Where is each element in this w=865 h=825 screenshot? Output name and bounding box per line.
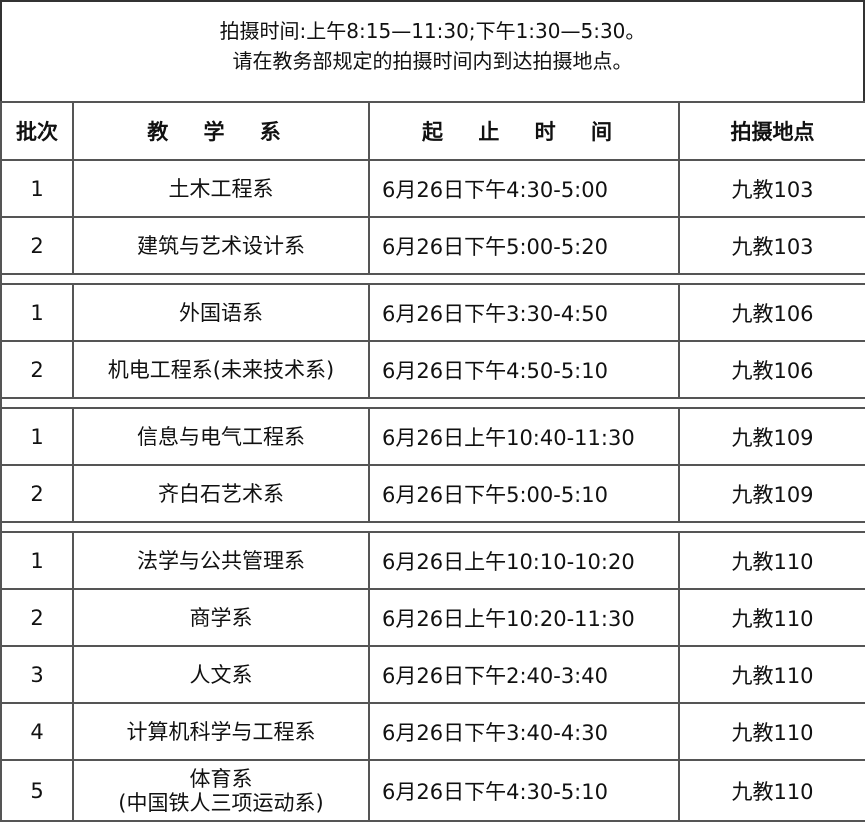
place-cell: 九教103 [678,159,865,218]
time-cell: 6月26日下午5:00-5:10 [368,464,680,523]
batch-cell: 1 [0,531,74,590]
time-cell: 6月26日下午4:30-5:00 [368,159,680,218]
department-cell: 商学系 [72,588,370,647]
place-cell: 九教110 [678,588,865,647]
table-row: 1 外国语系 6月26日下午3:30-4:50 九教106 [0,283,865,342]
time-cell: 6月26日下午3:30-4:50 [368,283,680,342]
table-row: 4 计算机科学与工程系 6月26日下午3:40-4:30 九教110 [0,702,865,761]
batch-cell: 2 [0,588,74,647]
department-cell: 计算机科学与工程系 [72,702,370,761]
header-place: 拍摄地点 [678,101,865,161]
batch-cell: 2 [0,216,74,275]
place-cell: 九教106 [678,283,865,342]
batch-cell: 5 [0,759,74,822]
separator-cell [0,397,865,409]
table-row: 2 机电工程系(未来技术系) 6月26日下午4:50-5:10 九教106 [0,340,865,399]
place-cell: 九教109 [678,464,865,523]
batch-cell: 1 [0,407,74,466]
separator-cell [0,521,865,533]
table-row: 2 商学系 6月26日上午10:20-11:30 九教110 [0,588,865,647]
notice-line-1: 拍摄时间:上午8:15—11:30;下午1:30—5:30。 [219,19,646,43]
time-cell: 6月26日上午10:10-10:20 [368,531,680,590]
batch-cell: 1 [0,159,74,218]
department-cell: 建筑与艺术设计系 [72,216,370,275]
table-row: 5 体育系 (中国铁人三项运动系) 6月26日下午4:30-5:10 九教110 [0,759,865,822]
header-department: 教 学 系 [72,101,370,161]
department-cell: 信息与电气工程系 [72,407,370,466]
header-row: 批次 教 学 系 起 止 时 间 拍摄地点 [0,101,865,161]
time-cell: 6月26日上午10:40-11:30 [368,407,680,466]
time-cell: 6月26日下午2:40-3:40 [368,645,680,704]
time-cell: 6月26日下午4:30-5:10 [368,759,680,822]
table-row: 1 信息与电气工程系 6月26日上午10:40-11:30 九教109 [0,407,865,466]
batch-cell: 4 [0,702,74,761]
place-cell: 九教109 [678,407,865,466]
table-row: 1 法学与公共管理系 6月26日上午10:10-10:20 九教110 [0,531,865,590]
group-separator [0,273,865,285]
place-cell: 九教103 [678,216,865,275]
department-cell: 机电工程系(未来技术系) [72,340,370,399]
table-row: 2 建筑与艺术设计系 6月26日下午5:00-5:20 九教103 [0,216,865,275]
table-row: 2 齐白石艺术系 6月26日下午5:00-5:10 九教109 [0,464,865,523]
place-cell: 九教110 [678,531,865,590]
place-cell: 九教110 [678,759,865,822]
table-row: 3 人文系 6月26日下午2:40-3:40 九教110 [0,645,865,704]
department-cell: 土木工程系 [72,159,370,218]
time-cell: 6月26日下午3:40-4:30 [368,702,680,761]
place-cell: 九教110 [678,645,865,704]
department-cell: 外国语系 [72,283,370,342]
place-cell: 九教110 [678,702,865,761]
time-cell: 6月26日下午5:00-5:20 [368,216,680,275]
schedule-table: 批次 教 学 系 起 止 时 间 拍摄地点 1 土木工程系 6月26日下午4:30-… [0,101,865,822]
batch-cell: 2 [0,340,74,399]
time-cell: 6月26日下午4:50-5:10 [368,340,680,399]
header-time: 起 止 时 间 [368,101,680,161]
notice-line-2: 请在教务部规定的拍摄时间内到达拍摄地点。 [232,49,633,73]
notice-box: 拍摄时间:上午8:15—11:30;下午1:30—5:30。 请在教务部规定的拍… [0,0,865,101]
time-cell: 6月26日上午10:20-11:30 [368,588,680,647]
department-cell: 法学与公共管理系 [72,531,370,590]
place-cell: 九教106 [678,340,865,399]
department-cell: 齐白石艺术系 [72,464,370,523]
batch-cell: 2 [0,464,74,523]
header-batch: 批次 [0,101,74,161]
department-cell: 体育系 (中国铁人三项运动系) [72,759,370,822]
group-separator [0,521,865,533]
batch-cell: 3 [0,645,74,704]
separator-cell [0,273,865,285]
batch-cell: 1 [0,283,74,342]
group-separator [0,397,865,409]
table-row: 1 土木工程系 6月26日下午4:30-5:00 九教103 [0,159,865,218]
department-cell: 人文系 [72,645,370,704]
